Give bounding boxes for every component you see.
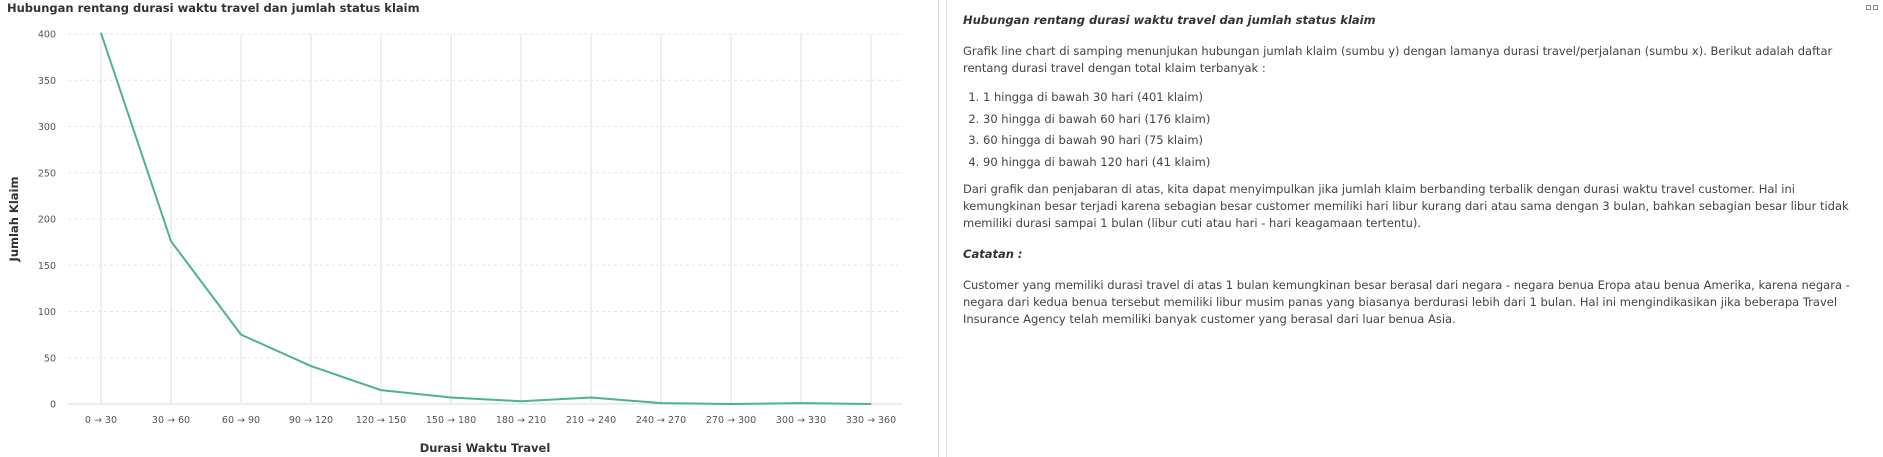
text-title: Hubungan rentang durasi waktu travel dan… bbox=[963, 13, 1376, 27]
data-point bbox=[520, 400, 522, 402]
ranking-list: 1 hingga di bawah 30 hari (401 klaim) 30… bbox=[963, 87, 1871, 173]
data-point bbox=[590, 396, 592, 399]
x-tick-label: 270 → 300 bbox=[706, 415, 756, 426]
x-tick-label: 120 → 150 bbox=[356, 415, 406, 426]
panel-divider bbox=[938, 0, 939, 457]
data-point bbox=[450, 396, 452, 399]
y-tick-label: 250 bbox=[38, 168, 56, 179]
y-tick-label: 150 bbox=[38, 261, 56, 272]
data-point bbox=[730, 403, 732, 405]
data-point bbox=[240, 334, 242, 336]
list-item: 1 hingga di bawah 30 hari (401 klaim) bbox=[983, 87, 1871, 109]
data-point bbox=[310, 365, 312, 367]
y-tick-label: 350 bbox=[38, 76, 56, 87]
line-chart: 0 50 100 150 200 250 300 350 400 0 → 30 30 → 60 60 … bbox=[7, 30, 903, 455]
expand-icon[interactable] bbox=[1866, 3, 1880, 12]
list-item: 90 hingga di bawah 120 hari (41 klaim) bbox=[983, 152, 1871, 174]
note-heading: Catatan : bbox=[963, 247, 1023, 261]
x-tick-label: 210 → 240 bbox=[566, 415, 616, 426]
x-tick-label: 240 → 270 bbox=[636, 415, 686, 426]
x-tick-label: 300 → 330 bbox=[776, 415, 826, 426]
y-tick-label: 0 bbox=[50, 400, 56, 411]
data-point bbox=[660, 402, 662, 404]
y-axis-label: Jumlah Klaim bbox=[7, 177, 21, 263]
chart-title: Hubungan rentang durasi waktu travel dan… bbox=[7, 1, 420, 15]
y-tick-label: 200 bbox=[38, 215, 56, 226]
x-tick-label: 150 → 180 bbox=[426, 415, 476, 426]
y-tick-label: 400 bbox=[38, 30, 56, 41]
chart-panel: Hubungan rentang durasi waktu travel dan… bbox=[0, 0, 938, 457]
x-axis-label: Durasi Waktu Travel bbox=[420, 441, 551, 455]
x-tick-label: 330 → 360 bbox=[846, 415, 896, 426]
data-point bbox=[100, 32, 102, 34]
x-tick-label: 0 → 30 bbox=[85, 415, 117, 426]
y-tick-label: 100 bbox=[38, 307, 56, 318]
intro-paragraph: Grafik line chart di samping menunjukan … bbox=[963, 44, 1833, 75]
note-paragraph: Customer yang memiliki durasi travel di … bbox=[963, 278, 1850, 326]
y-tick-label: 50 bbox=[44, 353, 56, 364]
panel-divider-secondary bbox=[946, 0, 947, 457]
x-tick-label: 180 → 210 bbox=[496, 415, 546, 426]
x-tick-label: 90 → 120 bbox=[289, 415, 333, 426]
x-tick-label: 60 → 90 bbox=[222, 415, 260, 426]
y-tick-label: 300 bbox=[38, 122, 56, 133]
data-point bbox=[380, 389, 382, 391]
data-point bbox=[170, 240, 172, 242]
conclusion-paragraph: Dari grafik dan penjabaran di atas, kita… bbox=[963, 182, 1849, 230]
data-point bbox=[800, 402, 802, 404]
text-panel: Hubungan rentang durasi waktu travel dan… bbox=[963, 12, 1871, 338]
x-tick-label: 30 → 60 bbox=[152, 415, 190, 426]
data-point bbox=[870, 403, 872, 405]
series-line bbox=[100, 32, 872, 405]
list-item: 60 hingga di bawah 90 hari (75 klaim) bbox=[983, 130, 1871, 152]
list-item: 30 hingga di bawah 60 hari (176 klaim) bbox=[983, 109, 1871, 131]
